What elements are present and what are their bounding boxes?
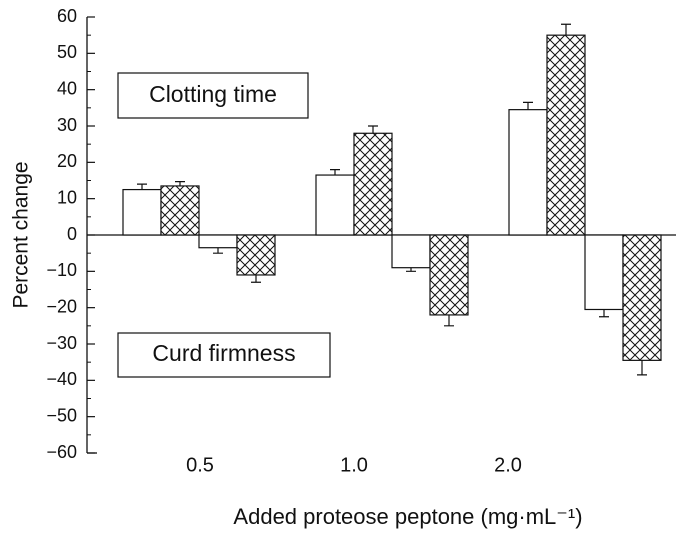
bar: [546, 34, 586, 236]
y-tick-label: −20: [46, 296, 77, 316]
y-tick-label: 40: [57, 78, 77, 98]
error-bar: [523, 101, 533, 110]
y-tick-label: −30: [46, 333, 77, 353]
y-tick-label: −10: [46, 260, 77, 280]
error-bar: [368, 125, 378, 134]
bar: [508, 109, 548, 236]
y-tick-label: 20: [57, 151, 77, 171]
x-axis-label: Added proteose peptone (mg·mL⁻¹): [233, 504, 582, 529]
error-bar: [561, 23, 571, 36]
bar: [198, 234, 238, 249]
y-tick-label: −60: [46, 442, 77, 462]
error-bar: [330, 169, 340, 176]
y-axis-label: Percent change: [10, 161, 33, 308]
annotation-box: [117, 332, 331, 378]
error-bar: [406, 267, 416, 272]
error-bar: [637, 360, 647, 376]
bar: [584, 234, 624, 311]
y-tick-label: 10: [57, 187, 77, 207]
y-tick-label: 50: [57, 42, 77, 62]
x-tick-label: 1.0: [340, 454, 368, 476]
annotation-box: [117, 72, 309, 119]
annotation: Curd firmness: [152, 340, 295, 366]
bar: [353, 132, 393, 236]
x-tick-label: 2.0: [494, 454, 522, 476]
x-tick-label: 0.5: [186, 454, 214, 476]
bar: [622, 234, 662, 361]
y-tick-label: −50: [46, 405, 77, 425]
annotation: Clotting time: [149, 81, 277, 107]
y-tick-label: −40: [46, 369, 77, 389]
bar: [429, 234, 469, 316]
bar: [160, 185, 200, 236]
bar: [391, 234, 431, 269]
error-bar: [213, 247, 223, 254]
error-bar: [444, 314, 454, 327]
y-tick-label: 60: [57, 6, 77, 26]
error-bar: [137, 183, 147, 190]
error-bar: [599, 309, 609, 318]
bar: [315, 174, 355, 236]
bar: [236, 234, 276, 276]
y-tick-label: 30: [57, 115, 77, 135]
bar: [122, 188, 162, 236]
y-tick-label: 0: [67, 224, 77, 244]
error-bar: [175, 180, 185, 186]
error-bar: [251, 274, 261, 283]
